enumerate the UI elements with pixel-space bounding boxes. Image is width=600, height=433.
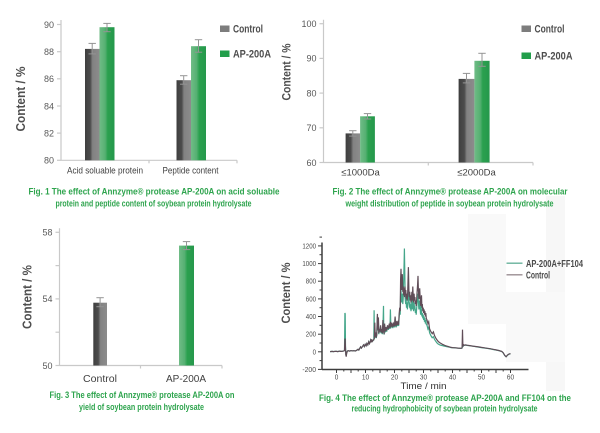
svg-text:50: 50 — [478, 375, 485, 382]
svg-text:200: 200 — [306, 332, 316, 339]
svg-text:AP-200A: AP-200A — [233, 49, 271, 61]
svg-text:Content / %: Content / % — [280, 43, 294, 100]
svg-text:20: 20 — [391, 375, 398, 382]
svg-text:≤2000Da: ≤2000Da — [457, 168, 496, 179]
svg-text:Peptide content: Peptide content — [163, 166, 219, 177]
svg-text:Fig. 2 The effect of Annzyme®: Fig. 2 The effect of Annzyme® protease A… — [333, 187, 568, 197]
svg-text:90: 90 — [44, 20, 54, 31]
svg-text:100: 100 — [302, 19, 317, 30]
svg-text:-200: -200 — [302, 367, 316, 374]
svg-text:80: 80 — [307, 88, 317, 99]
svg-text:82: 82 — [44, 128, 54, 139]
svg-text:10: 10 — [362, 375, 369, 382]
svg-text:Content / %: Content / % — [13, 66, 28, 131]
svg-text:reducing hydrophobicity of soy: reducing hydrophobicity of soybean prote… — [352, 404, 538, 414]
svg-text:≤1000Da: ≤1000Da — [341, 168, 380, 179]
svg-text:40: 40 — [449, 375, 456, 382]
svg-text:60: 60 — [307, 158, 317, 169]
svg-text:86: 86 — [44, 74, 54, 85]
svg-text:Control: Control — [233, 24, 263, 36]
svg-text:AP-200A: AP-200A — [166, 374, 206, 385]
svg-text:1200: 1200 — [302, 243, 316, 250]
svg-text:Fig. 4 The effect of Annzyme®: Fig. 4 The effect of Annzyme® protease A… — [319, 393, 571, 403]
svg-text:Content / %: Content / % — [279, 262, 293, 323]
svg-text:Acid soluable protein: Acid soluable protein — [67, 166, 143, 177]
svg-text:30: 30 — [420, 375, 427, 382]
svg-text:70: 70 — [307, 123, 317, 134]
svg-text:AP-200A+FF104: AP-200A+FF104 — [526, 258, 583, 270]
svg-text:protein and peptide content of: protein and peptide content of soybean p… — [56, 199, 252, 209]
svg-text:weight distribution of peptide: weight distribution of peptide in soybea… — [345, 199, 554, 209]
svg-text:AP-200A: AP-200A — [535, 51, 573, 63]
svg-text:Fig. 3 The effect of Annzyme®: Fig. 3 The effect of Annzyme® protease A… — [50, 390, 235, 400]
svg-text:54: 54 — [43, 294, 53, 305]
svg-text:yield of soybean protein hydro: yield of soybean protein hydrolysate — [79, 402, 204, 412]
svg-text:80: 80 — [44, 156, 54, 167]
svg-text:800: 800 — [306, 279, 316, 286]
svg-text:50: 50 — [43, 361, 53, 372]
svg-text:400: 400 — [306, 314, 316, 321]
svg-text:90: 90 — [307, 54, 317, 65]
svg-text:Control: Control — [526, 270, 550, 282]
svg-text:1000: 1000 — [302, 261, 316, 268]
svg-text:0: 0 — [335, 375, 339, 382]
svg-text:0: 0 — [313, 349, 316, 356]
svg-text:Control: Control — [83, 374, 117, 385]
svg-text:58: 58 — [43, 228, 53, 239]
svg-text:Time / min: Time / min — [401, 381, 447, 392]
svg-text:60: 60 — [507, 375, 514, 382]
svg-text:88: 88 — [44, 47, 54, 58]
svg-text:600: 600 — [306, 296, 316, 303]
svg-text:84: 84 — [44, 101, 54, 112]
svg-text:Fig. 1 The effect of Annzyme®: Fig. 1 The effect of Annzyme® protease A… — [29, 187, 280, 197]
svg-text:Content / %: Content / % — [20, 265, 35, 329]
svg-text:Control: Control — [535, 24, 565, 36]
